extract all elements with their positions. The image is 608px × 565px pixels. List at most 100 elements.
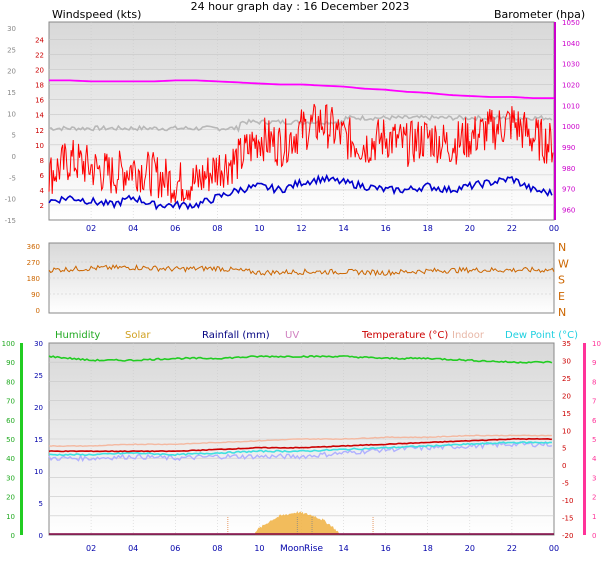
legend-label: Temperature (°C)	[361, 330, 448, 341]
temp-legend: Humidity Solar Rainfall (mm) UV Temperature …	[55, 330, 578, 341]
barometer-tick-label: 970	[562, 186, 575, 194]
solar-area	[255, 510, 340, 535]
baro-axis-bar	[554, 22, 556, 220]
wind-outer-tick-label: 10	[7, 110, 16, 118]
humidity-axis-bar	[20, 343, 23, 535]
wind-series	[48, 79, 554, 211]
temp-left-tick-label: 25	[34, 372, 43, 380]
temp-right-tick-label: -15	[562, 515, 573, 523]
wind-outer-tick-label: -5	[9, 174, 16, 182]
temp-right-tick-label: 20	[562, 392, 571, 400]
compass-letter: N	[558, 306, 566, 319]
uv-tick-label: 4	[592, 455, 597, 463]
wind-gust-line	[48, 103, 554, 203]
temp-right-tick-label: 0	[562, 462, 566, 470]
x-tick-label: 08	[212, 544, 222, 553]
direction-panel-grid	[49, 261, 554, 295]
rise-label: Rise	[304, 544, 323, 554]
temp-x-ticks: 02 04 06 08 10 14 16 18 20 22 00	[86, 544, 559, 553]
barometer-tick-label: 1020	[562, 82, 580, 90]
legend-label: UV	[285, 330, 299, 341]
temp-right-tick-label: 25	[562, 375, 571, 383]
wind-outer-ticks: 30 25 20 15 10 5 0 -5 -10 -15	[5, 25, 16, 225]
barometer-line	[49, 79, 554, 99]
wind-outer-tick-label: 5	[12, 132, 16, 140]
temp-left-tick-label: 15	[34, 436, 43, 444]
temp-right-tick-label: 10	[562, 427, 571, 435]
humidity-tick-label: 30	[6, 474, 15, 482]
barometer-tick-label: 1010	[562, 102, 580, 110]
wind-x-ticks: 02 04 06 08 10 12 14 16 18 20 22 00	[86, 224, 559, 233]
indoor-line	[48, 434, 552, 448]
barometer-tick-label: 1040	[562, 40, 580, 48]
wind-outer-tick-label: 25	[7, 46, 16, 54]
humidity-tick-label: 20	[6, 494, 15, 502]
compass-letter: E	[558, 290, 565, 303]
x-tick-label: 04	[128, 224, 138, 233]
temp-right-tick-label: 5	[562, 445, 566, 453]
wind-outer-tick-label: -15	[5, 217, 16, 225]
compass-letter: N	[558, 241, 566, 254]
barometer-tick-label: 1050	[562, 19, 580, 27]
humidity-tick-label: 100	[2, 340, 15, 348]
legend-label: Indoor	[452, 330, 485, 341]
humidity-tick-label: 80	[6, 378, 15, 386]
temp-right-tick-label: -5	[562, 480, 569, 488]
uv-tick-label: 6	[592, 417, 597, 425]
direction-tick-label: 180	[27, 275, 40, 283]
barometer-tick-label: 960	[562, 207, 575, 215]
grey-band-line	[48, 114, 553, 133]
barometer-tick-label: 1000	[562, 123, 580, 131]
wind-tick-label: 22	[35, 52, 44, 60]
humidity-tick-label: 60	[6, 417, 15, 425]
temp-series	[48, 354, 554, 535]
wind-tick-label: 24	[35, 37, 44, 45]
humidity-tick-label: 50	[6, 436, 15, 444]
wind-tick-label: 12	[35, 127, 44, 135]
temp-left-tick-label: 5	[39, 500, 43, 508]
wind-tick-label: 2	[40, 202, 44, 210]
compass-letter: S	[558, 274, 565, 287]
humidity-tick-label: 10	[6, 513, 15, 521]
temp-left-tick-label: 10	[34, 468, 43, 476]
wind-tick-label: 6	[40, 172, 45, 180]
x-tick-label: 06	[170, 544, 180, 553]
x-tick-label: 14	[338, 224, 348, 233]
wind-outer-tick-label: 15	[7, 89, 16, 97]
chart-title: 24 hour graph day : 16 December 2023	[191, 0, 410, 13]
direction-tick-label: 270	[27, 259, 40, 267]
direction-tick-label: 360	[27, 243, 40, 251]
wind-tick-label: 10	[35, 142, 44, 150]
uv-tick-label: 10	[592, 340, 601, 348]
temp-right-tick-label: 15	[562, 410, 571, 418]
direction-ticks: 360 270 180 90 0	[27, 243, 40, 315]
x-tick-label: 16	[381, 224, 391, 233]
uv-tick-label: 1	[592, 513, 596, 521]
temp-right-ticks: 35 30 25 20 15 10 5 0 -5 -10 -15 -20	[562, 340, 573, 540]
legend-label: Solar	[125, 330, 151, 341]
x-tick-label: 22	[507, 224, 517, 233]
x-tick-label: 04	[128, 544, 138, 553]
wind-tick-label: 14	[35, 112, 44, 120]
humidity-tick-label: 0	[11, 532, 15, 540]
barometer-ticks: 1050 1040 1030 1020 1010 1000 990 980 970 960	[562, 19, 580, 215]
uv-tick-label: 0	[592, 532, 596, 540]
wind-tick-label: 20	[35, 67, 44, 75]
temp-left-tick-label: 20	[34, 404, 43, 412]
temp-left-tick-label: 0	[39, 532, 43, 540]
wind-average-line	[48, 173, 553, 211]
barometer-tick-label: 980	[562, 165, 575, 173]
humidity-line	[48, 354, 553, 364]
x-tick-label: 22	[507, 544, 517, 553]
uv-tick-label: 3	[592, 474, 596, 482]
humidity-tick-label: 70	[6, 398, 15, 406]
wind-tick-label: 16	[35, 97, 44, 105]
x-tick-label: 20	[465, 544, 475, 553]
direction-series	[48, 264, 555, 277]
barometer-axis-label: Barometer (hpa)	[494, 8, 585, 21]
direction-tick-label: 90	[31, 291, 40, 299]
x-tick-label: 06	[170, 224, 180, 233]
